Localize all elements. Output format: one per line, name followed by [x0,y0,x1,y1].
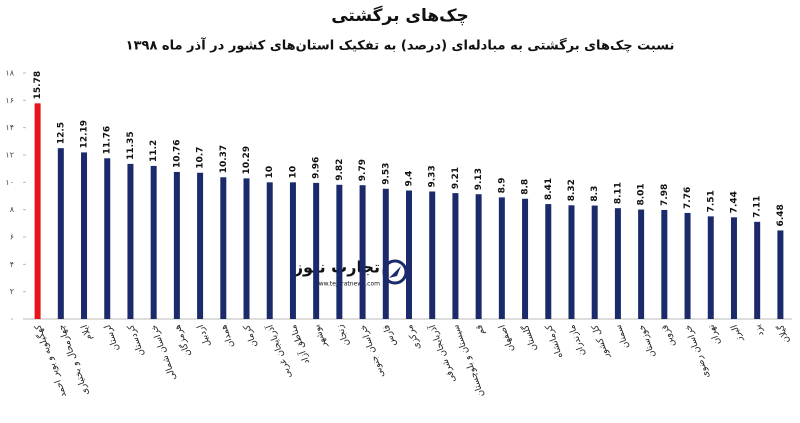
value-label: 9.79 [358,159,368,181]
bar [684,212,691,319]
value-label: 9.4 [405,171,415,187]
y-tick-label: ۰ [10,315,14,324]
value-label: 8.9 [497,177,507,193]
value-label: 8.32 [567,179,577,201]
value-label: 7.11 [753,196,763,218]
bar [661,209,668,319]
value-label: 9.13 [474,168,484,190]
value-label: 12.5 [56,122,66,144]
value-label: 10.29 [242,146,252,174]
bar [173,171,180,319]
y-tick-label: ۱۴ [5,123,14,132]
value-label: 9.33 [428,165,438,187]
y-tick-label: ۱۰ [5,178,14,187]
value-label: 11.35 [126,131,136,159]
bar [754,221,761,319]
bar [475,194,482,319]
value-label: 10 [288,166,298,179]
bar [104,158,111,319]
value-label: 7.51 [706,190,716,212]
y-tick-label: ۲ [10,287,14,296]
y-tick-label: ۴ [10,260,14,269]
value-label: 9.82 [335,159,345,181]
bar [707,216,714,319]
bar [150,165,157,319]
value-label: 6.48 [776,204,786,226]
value-label: 11.2 [149,140,159,162]
bar [614,208,621,319]
value-label: 15.78 [33,71,43,99]
value-label: 8.41 [544,178,554,200]
value-label: 7.98 [660,184,670,206]
bar [359,185,366,319]
value-label: 10.37 [219,145,229,173]
y-tick-label: ۸ [10,205,15,214]
logo-arrow [389,266,401,278]
watermark-url: www.tejaratnews.com [314,281,380,288]
value-label: 8.3 [590,186,600,202]
value-label: 9.53 [381,163,391,185]
value-label: 7.44 [729,191,739,213]
bar [266,182,273,319]
bar [336,184,343,319]
value-label: 7.76 [683,187,693,209]
bar [777,230,784,319]
bar [568,205,575,319]
value-label: 8.8 [521,179,531,195]
y-tick-label: ۱۲ [5,151,14,160]
bar [406,190,412,319]
value-label: 9.96 [312,157,322,179]
bar [522,198,529,319]
y-tick-label: ۱۸ [5,69,14,78]
x-tick-label: یزد [753,323,766,338]
bar [81,152,88,319]
bar [243,178,250,319]
value-label: 9.21 [451,167,461,189]
value-label: 10.7 [196,147,206,169]
value-label: 10.76 [172,139,182,167]
value-label: 8.11 [613,182,623,204]
bar [730,217,737,319]
bar [429,191,436,319]
bar [34,103,41,319]
bar [289,182,296,319]
value-label: 8.01 [637,183,647,205]
chart-subtitle: نسبت چک‌های برگشتی به مبادله‌ای (درصد) ب… [126,37,675,54]
bar [127,163,134,319]
chart-title: چک‌های برگشتی [331,5,469,26]
bar [591,205,598,319]
value-label: 10 [265,166,275,179]
value-label: 11.76 [103,126,113,154]
x-tick-label: قم [474,323,487,336]
bar [220,177,227,319]
bar [57,148,64,319]
bar [382,188,389,319]
y-tick-label: ۱۶ [5,96,14,105]
bar [197,172,204,319]
bar [545,204,552,319]
bar [452,193,459,319]
bar [638,209,645,319]
y-tick-label: ۶ [10,233,14,242]
value-label: 12.19 [80,120,90,148]
bar [313,182,320,319]
bar [498,197,505,319]
